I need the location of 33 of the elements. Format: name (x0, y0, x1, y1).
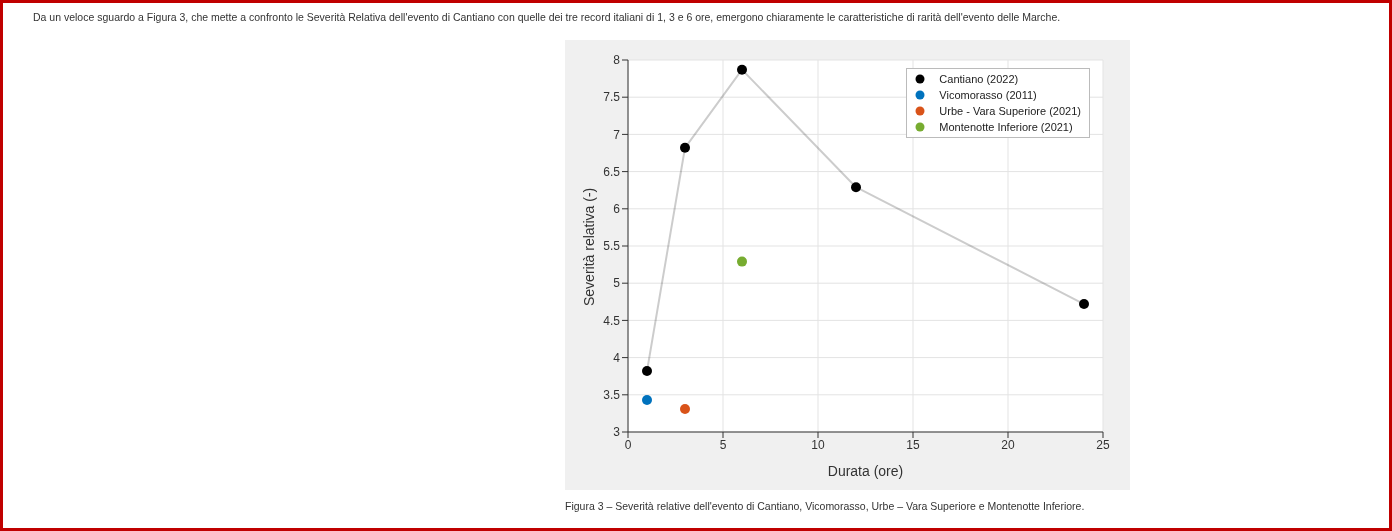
y-tick-label: 6 (613, 202, 621, 217)
point (642, 365, 652, 376)
legend-label: Montenotte Inferiore (2021) (939, 120, 1073, 135)
x-tick-label: 5 (719, 437, 727, 452)
y-tick-label: 7 (613, 127, 621, 142)
point (737, 64, 747, 75)
legend-label: Cantiano (2022) (939, 72, 1019, 87)
y-axis-title: Severità relativa (-) (580, 187, 597, 306)
y-tick-label: 8 (613, 53, 621, 68)
point (642, 395, 652, 406)
x-tick-label: 25 (1096, 437, 1110, 452)
point (1079, 299, 1089, 310)
y-tick-label: 7.5 (603, 90, 621, 105)
y-tick-label: 4 (613, 350, 621, 365)
text: Da un veloce sguardo a Figura 3, che mette a confronto le Severità Relativa dell'evento di Cantiano con quelle dei tre record italiani di 1, 3 e 6 ore, emergono chiaramente le caratteristiche di rarità dell'evento delle Marche. (33, 11, 1061, 23)
legend-label: Urbe - Vara Superiore (2021) (939, 104, 1081, 119)
x-tick-label: 15 (906, 437, 920, 452)
point (680, 403, 690, 414)
x-tick-label: 0 (624, 437, 632, 452)
point (680, 142, 690, 153)
y-tick-label: 3.5 (603, 388, 621, 403)
x-tick-label: 10 (811, 437, 825, 452)
y-tick-label: 6.5 (603, 164, 621, 179)
y-tick-label: 5.5 (603, 239, 621, 254)
point (851, 182, 861, 193)
y-tick-label: 5 (613, 276, 621, 291)
y-tick-label: 3 (613, 425, 621, 440)
y-tick-label: 4.5 (603, 313, 621, 328)
legend-label: Vicomorasso (2011) (939, 88, 1037, 103)
x-axis-title: Durata (ore) (827, 463, 904, 479)
text: Figura 3 – Severità relative dell'evento di Cantiano, Vicomorasso, Urbe – Vara Superiore e Montenotte Inferiore. (565, 499, 1086, 513)
point (737, 256, 747, 267)
x-tick-label: 20 (1001, 437, 1015, 452)
